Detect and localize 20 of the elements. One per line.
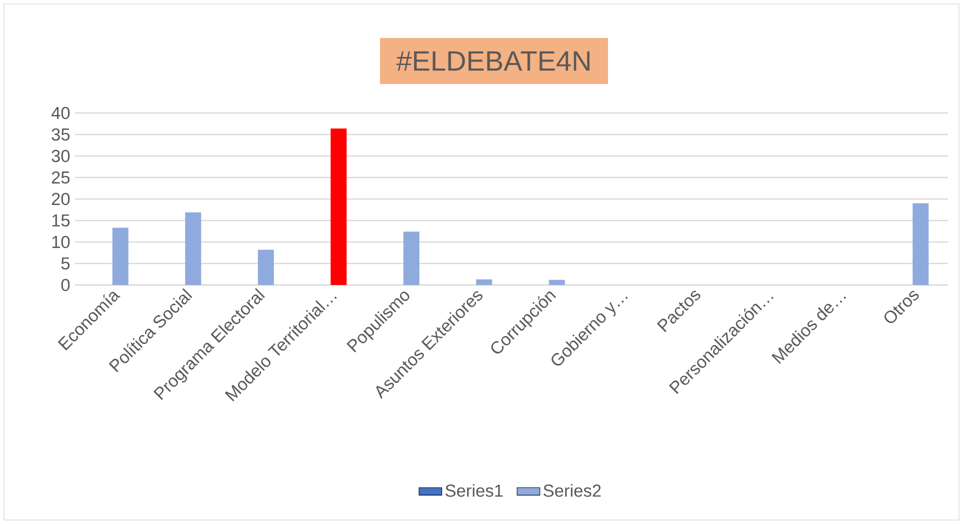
chart-title: #ELDEBATE4N <box>396 51 590 71</box>
y-tick-label: 25 <box>52 171 70 184</box>
bar <box>912 203 929 285</box>
y-tick-label: 5 <box>61 257 70 270</box>
bar <box>548 280 565 285</box>
bar <box>403 232 420 285</box>
legend-label: Series2 <box>544 484 601 497</box>
y-tick-label: 30 <box>52 150 70 162</box>
y-tick-label: 35 <box>52 128 70 141</box>
bar <box>258 250 274 285</box>
legend-label: Series1 <box>446 484 503 497</box>
y-tick-label: 0 <box>61 278 70 292</box>
y-tick-label: 40 <box>51 106 70 120</box>
bar <box>185 212 202 285</box>
y-tick-label: 20 <box>52 192 70 206</box>
y-tick-label: 15 <box>52 214 70 227</box>
y-tick-label: 10 <box>52 236 70 248</box>
bar <box>112 228 128 285</box>
bar <box>476 279 492 285</box>
bar <box>330 128 347 285</box>
